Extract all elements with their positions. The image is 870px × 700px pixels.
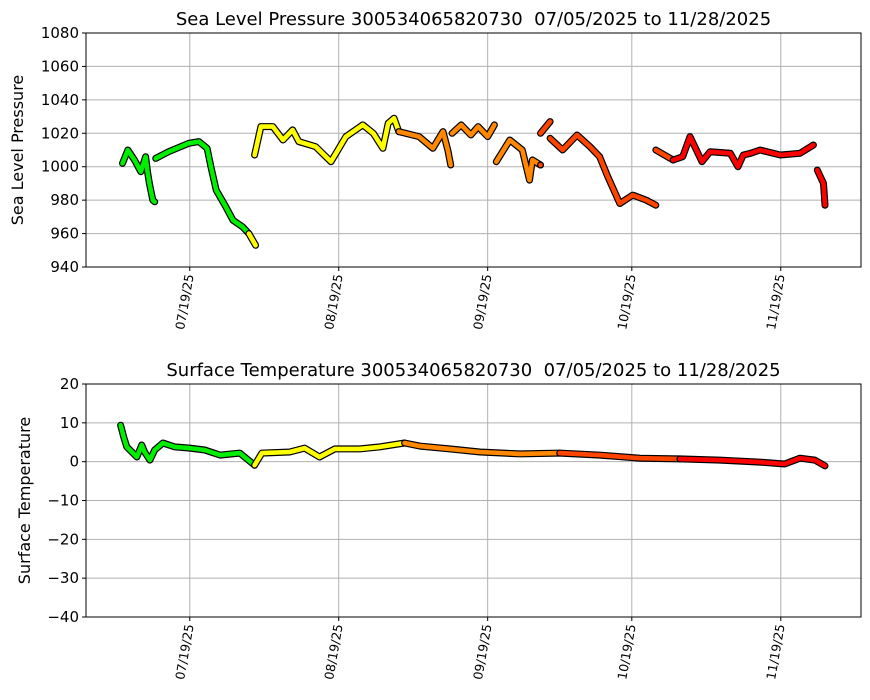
y-tick-label: 1000 [41,158,79,176]
chart-title: Sea Level Pressure 300534065820730 07/05… [176,9,771,30]
y-tick-label: 0 [69,453,79,471]
y-tick-label: 20 [60,375,79,393]
data-series [119,114,829,249]
y-tick-label: −40 [47,608,79,626]
axes-frame [85,383,862,618]
data-trace [396,129,454,168]
x-tick-label: 11/19/25 [763,623,788,681]
chart-title: Surface Temperature 300534065820730 07/0… [166,360,780,381]
y-tick-label: 940 [50,258,79,276]
data-trace [118,422,257,468]
y-tick-label: 1060 [41,57,79,75]
y-tick-label: −10 [47,492,79,510]
x-tick-label: 07/19/25 [172,273,197,331]
y-tick-label: 1020 [41,124,79,142]
y-axis-label: Surface Temperature [15,417,34,584]
data-trace [677,455,828,469]
data-series [117,421,829,470]
x-tick-label: 07/19/25 [172,623,197,681]
data-trace [557,450,683,462]
data-trace [449,122,497,139]
data-trace [120,147,157,205]
y-axis-label: Sea Level Pressure [8,75,27,226]
data-trace [547,132,659,208]
axes-frame [85,32,862,268]
x-tick-label: 11/19/25 [763,273,788,331]
x-tick-label: 09/19/25 [470,273,495,331]
x-tick-label: 08/19/25 [321,623,346,681]
data-trace [246,231,258,248]
y-tick-label: 1040 [41,91,79,109]
y-tick-label: 1080 [41,24,79,42]
x-tick-label: 10/19/25 [614,623,639,681]
data-trace [402,440,563,457]
data-trace [153,139,252,236]
x-tick-label: 10/19/25 [614,273,639,331]
data-trace [814,167,828,208]
y-tick-label: 960 [50,225,79,243]
data-trace [252,440,407,468]
y-tick-label: −30 [47,569,79,587]
subplot-1: −40 −30 −20 −10 0 10 20 07/19/25 08/19/25 09/19/2… [15,360,862,681]
subplot-0: 940 960 980 1000 1020 1040 1060 1080 07/19/25 08/… [8,9,862,331]
y-tick-label: −20 [47,530,79,548]
x-tick-label: 08/19/25 [321,273,346,331]
y-tick-label: 980 [50,191,79,209]
x-tick-label: 09/19/25 [470,623,495,681]
data-trace [252,115,402,164]
y-tick-label: 10 [60,414,79,432]
data-trace [493,137,543,183]
data-trace [670,134,816,169]
data-trace [538,119,553,136]
